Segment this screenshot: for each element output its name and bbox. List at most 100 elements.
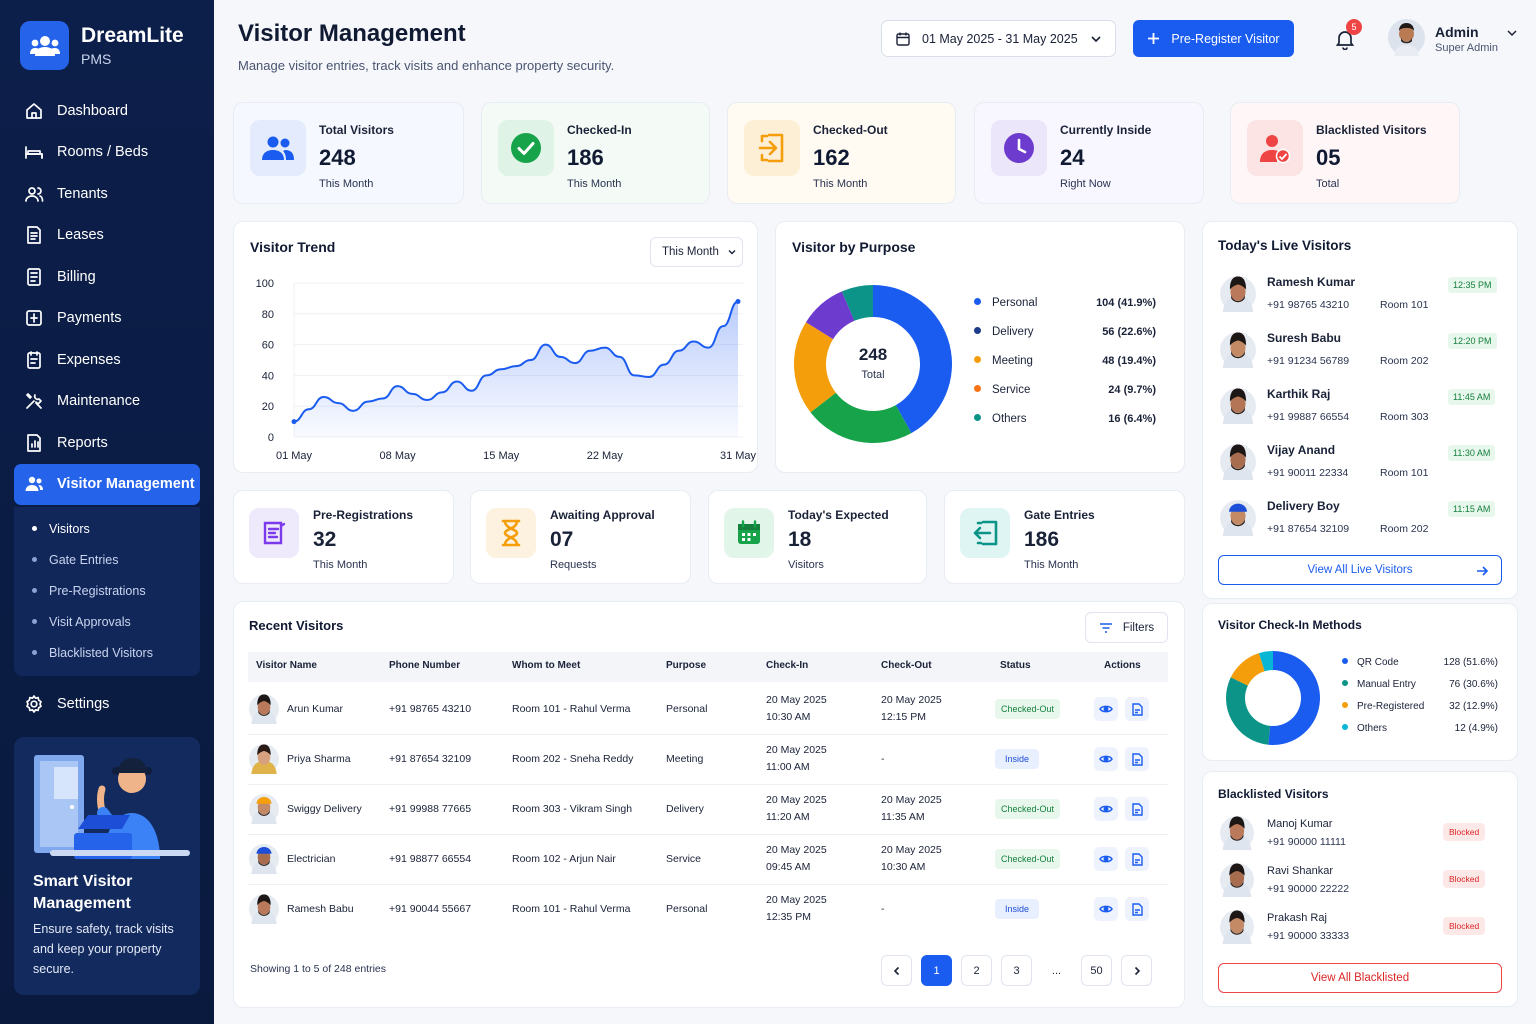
stat-card-checked-in[interactable]: Checked-In 186 This Month [481, 102, 710, 204]
legend-value: 16 (6.4%) [1108, 413, 1156, 425]
legend-dot [1342, 680, 1348, 686]
stat-sub: Total [1316, 178, 1340, 190]
stat-sub: This Month [567, 178, 622, 190]
subnav-visitors[interactable]: Visitors [14, 513, 200, 544]
nav-expenses[interactable]: Expenses [14, 339, 200, 381]
subnav-label: Visit Approvals [49, 614, 131, 629]
pre-register-button[interactable]: Pre-Register Visitor [1133, 20, 1294, 57]
date-range-picker[interactable]: 01 May 2025 - 31 May 2025 [881, 20, 1116, 57]
document-icon [1131, 852, 1143, 866]
nav-maintenance[interactable]: Maintenance [14, 381, 200, 423]
stat-sub: This Month [319, 178, 374, 190]
details-button[interactable] [1125, 747, 1149, 771]
legend-value: 76 (30.6%) [1449, 679, 1498, 690]
check-in-time: 11:00 AM [766, 761, 810, 773]
pagination-page[interactable]: 1 [921, 955, 952, 986]
legend-value: 32 (12.9%) [1449, 701, 1498, 712]
subnav-pre-registrations[interactable]: Pre-Registrations [14, 575, 200, 606]
gear-icon [26, 694, 42, 713]
view-all-live-button[interactable]: View All Live Visitors [1218, 555, 1502, 585]
legend-value: 24 (9.7%) [1108, 384, 1156, 396]
whom-to-meet: Room 101 - Rahul Verma [512, 903, 631, 915]
legend-label: Manual Entry [1357, 679, 1416, 690]
purpose-total-label: Total [861, 369, 885, 381]
live-visitor-time-badge: 12:20 PM [1448, 333, 1497, 349]
stat-card-currently-inside[interactable]: Currently Inside 24 Right Now [974, 102, 1204, 204]
visitor-name: Swiggy Delivery [287, 803, 362, 815]
nav-rooms[interactable]: Rooms / Beds [14, 132, 200, 174]
check-out-time: 11:35 AM [881, 811, 925, 823]
trend-title: Visitor Trend [250, 239, 336, 255]
mini-card-gate-entries[interactable]: Gate Entries 186 This Month [944, 490, 1185, 584]
details-button[interactable] [1125, 897, 1149, 921]
pagination-prev[interactable] [881, 955, 912, 986]
row-divider [248, 734, 1168, 735]
view-button[interactable] [1094, 697, 1118, 721]
details-button[interactable] [1125, 847, 1149, 871]
view-button[interactable] [1094, 847, 1118, 871]
subnav-gate-entries[interactable]: Gate Entries [14, 544, 200, 575]
pagination-page[interactable]: 2 [961, 955, 992, 986]
nav-label: Rooms / Beds [57, 144, 149, 161]
nav-settings[interactable]: Settings [14, 683, 200, 725]
details-button[interactable] [1125, 697, 1149, 721]
nav-tenants[interactable]: Tenants [14, 173, 200, 215]
stat-card-checked-out[interactable]: Checked-Out 162 This Month [727, 102, 956, 204]
stat-label: Blacklisted Visitors [1316, 123, 1427, 137]
trend-filter-dropdown[interactable]: This Month [650, 237, 743, 267]
stat-value: 24 [1060, 145, 1085, 170]
pagination-page[interactable]: 50 [1081, 955, 1112, 986]
purpose: Meeting [666, 753, 704, 765]
filters-button[interactable]: Filters [1085, 612, 1168, 643]
blocked-badge: Blocked [1443, 823, 1486, 841]
avatar [249, 844, 279, 874]
avatar [249, 694, 279, 724]
mini-card-pre-registrations[interactable]: Pre-Registrations 32 This Month [233, 490, 454, 584]
col-purpose: Purpose [666, 660, 707, 671]
nav-payments[interactable]: Payments [14, 298, 200, 340]
nav-dashboard[interactable]: Dashboard [14, 90, 200, 132]
legend-dot [974, 385, 981, 392]
view-button[interactable] [1094, 897, 1118, 921]
view-button[interactable] [1094, 797, 1118, 821]
nav-reports[interactable]: Reports [14, 422, 200, 464]
view-all-blacklisted-button[interactable]: View All Blacklisted [1218, 963, 1502, 993]
whom-to-meet: Room 202 - Sneha Reddy [512, 753, 634, 765]
check-in-date: 20 May 2025 [766, 794, 827, 806]
live-visitor-phone: +91 90011 22334 [1267, 467, 1349, 479]
mini-sub: This Month [313, 559, 368, 571]
nav-billing[interactable]: Billing [14, 256, 200, 298]
mini-card-todays-expected[interactable]: Today's Expected 18 Visitors [708, 490, 927, 584]
view-button[interactable] [1094, 747, 1118, 771]
legend-value: 104 (41.9%) [1096, 297, 1156, 309]
nav-visitor-management[interactable]: Visitor Management [14, 463, 200, 505]
trend-x-tick: 22 May [587, 450, 624, 462]
details-button[interactable] [1125, 797, 1149, 821]
nav-leases[interactable]: Leases [14, 215, 200, 257]
col-actions: Actions [1104, 660, 1141, 671]
stat-label: Currently Inside [1060, 123, 1152, 137]
trend-x-tick: 31 May [720, 450, 757, 462]
report-icon [27, 433, 41, 452]
pagination-next[interactable] [1121, 955, 1152, 986]
legend-value: 48 (19.4%) [1102, 355, 1156, 367]
user-menu[interactable]: Admin Super Admin [1388, 19, 1518, 56]
stat-card-total-visitors[interactable]: Total Visitors 248 This Month [233, 102, 464, 204]
subnav-blacklisted[interactable]: Blacklisted Visitors [14, 637, 200, 668]
check-in-date: 20 May 2025 [766, 894, 827, 906]
blacklisted-name: Ravi Shankar [1267, 865, 1334, 877]
live-visitor-room: Room 303 [1380, 411, 1429, 423]
pagination-page[interactable]: 3 [1001, 955, 1032, 986]
trend-y-tick: 0 [268, 432, 274, 444]
stat-card-blacklisted[interactable]: Blacklisted Visitors 05 Total [1230, 102, 1460, 204]
live-visitor-name: Delivery Boy [1267, 499, 1340, 513]
page-title: Visitor Management [238, 20, 466, 47]
methods-slice [1268, 651, 1320, 745]
subnav-visit-approvals[interactable]: Visit Approvals [14, 606, 200, 637]
trend-x-tick: 15 May [483, 450, 520, 462]
view-all-live-label: View All Live Visitors [1307, 564, 1413, 576]
brand[interactable]: DreamLite PMS [20, 21, 184, 70]
mini-card-awaiting-approval[interactable]: Awaiting Approval 07 Requests [470, 490, 691, 584]
avatar [249, 794, 279, 824]
blocked-badge: Blocked [1443, 917, 1486, 935]
